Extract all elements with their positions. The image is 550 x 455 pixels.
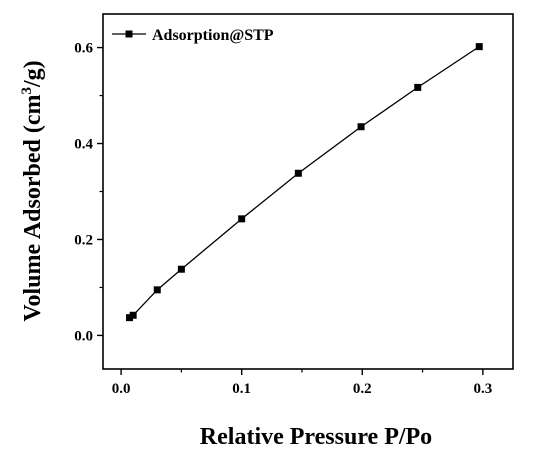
series-layer <box>126 43 483 322</box>
data-point <box>238 215 246 223</box>
y-tick-label: 0.6 <box>74 41 93 57</box>
legend: Adsorption@STP <box>112 27 274 44</box>
x-tick-label: 0.0 <box>112 381 131 397</box>
x-axis-title: Relative Pressure P/Po <box>200 424 432 450</box>
data-point <box>294 169 302 177</box>
y-axis-title-superscript: 3 <box>19 87 35 95</box>
data-point <box>153 286 161 294</box>
y-axis-title: Volume Adsorbed (cm3/g) <box>19 60 46 321</box>
legend-marker <box>125 30 133 38</box>
data-point <box>475 43 483 51</box>
data-point <box>129 311 137 319</box>
data-point <box>126 314 134 322</box>
y-tick-label: 0.2 <box>74 232 93 248</box>
x-tick-label: 0.3 <box>473 381 492 397</box>
data-point <box>414 83 422 91</box>
y-tick-label: 0.0 <box>74 328 93 344</box>
x-tick-label: 0.1 <box>232 381 251 397</box>
plot-frame <box>102 13 514 370</box>
data-point <box>357 123 365 131</box>
x-tick-label: 0.2 <box>353 381 372 397</box>
y-axis-title-tail: /g) <box>20 60 46 88</box>
y-axis-ticks: 0.0 0.2 0.4 0.6 <box>74 41 103 344</box>
data-point <box>177 265 185 273</box>
x-axis-ticks: 0.0 0.1 0.2 0.3 <box>112 369 492 397</box>
y-axis-title-main: Volume Adsorbed (cm <box>20 95 46 322</box>
series-line <box>129 46 480 319</box>
legend-label: Adsorption@STP <box>152 27 274 44</box>
y-tick-label: 0.4 <box>74 137 93 153</box>
